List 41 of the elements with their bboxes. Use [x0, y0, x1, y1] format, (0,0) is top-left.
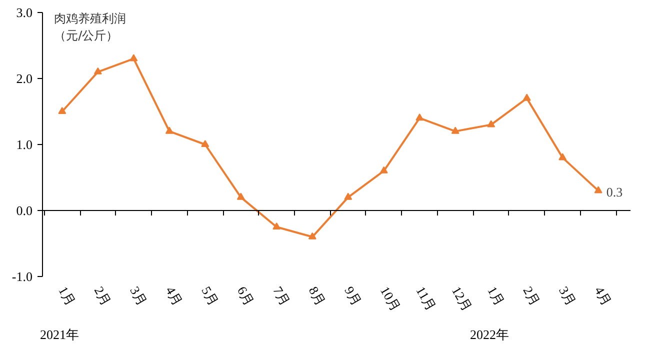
point [58, 106, 66, 114]
y-tick-label: 0.0 [16, 203, 32, 218]
x-tick-label: 5月 [198, 284, 222, 308]
y-tick-label: 2.0 [16, 71, 32, 86]
y-tick-label: 1.0 [16, 137, 32, 152]
x-tick-label: 12月 [448, 284, 475, 314]
data-label: 0.3 [606, 184, 623, 200]
point [487, 120, 496, 128]
point [558, 153, 567, 160]
x-tick-label: 2月 [520, 284, 544, 308]
point [201, 140, 210, 148]
x-tick-label: 7月 [270, 284, 293, 308]
x-tick-label: 2月 [91, 284, 114, 308]
x-tick-label: 6月 [234, 284, 258, 308]
point [94, 67, 102, 74]
point [451, 126, 460, 134]
x-tick-label: 11月 [413, 284, 439, 314]
point [416, 114, 424, 121]
x-tick-label: 9月 [342, 284, 364, 308]
x-tick-label: 4月 [162, 284, 186, 308]
x-tick-label: 1月 [56, 284, 78, 308]
y-axis-title: 肉鸡养殖利润（元/公斤） [54, 12, 126, 42]
x-tick-label: 3月 [127, 284, 150, 308]
point [380, 166, 388, 174]
point [130, 54, 138, 62]
point [236, 192, 245, 200]
text: 2022年 [470, 326, 509, 344]
point [308, 232, 316, 240]
x-tick-label: 1月 [484, 284, 508, 308]
y-tick-label: -1.0 [12, 269, 33, 284]
point [272, 222, 281, 230]
point [344, 192, 352, 200]
x-tick-label: 8月 [306, 284, 329, 308]
x-tick-label: 4月 [592, 284, 615, 308]
point [165, 126, 174, 134]
point [594, 186, 602, 194]
x-tick-label: 10月 [377, 284, 404, 314]
text: 2021年 [40, 326, 79, 344]
y-tick-label: 3.0 [16, 5, 32, 20]
x-tick-label: 3月 [556, 284, 579, 308]
point [522, 94, 531, 101]
